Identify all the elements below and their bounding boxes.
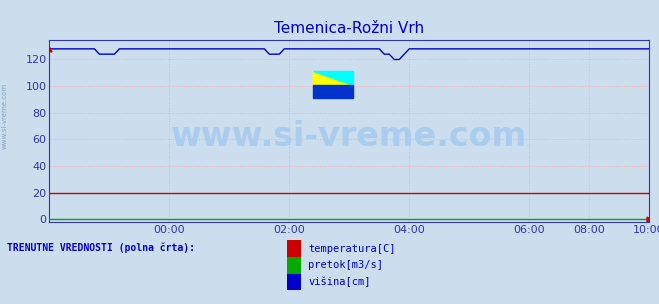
Bar [313,85,353,98]
Polygon shape [313,71,353,85]
Text: višina[cm]: višina[cm] [308,277,371,287]
Text: TRENUTNE VREDNOSTI (polna črta):: TRENUTNE VREDNOSTI (polna črta): [7,242,194,253]
Text: www.si-vreme.com: www.si-vreme.com [171,120,527,153]
Text: pretok[m3/s]: pretok[m3/s] [308,260,384,270]
Polygon shape [313,71,353,85]
Text: temperatura[C]: temperatura[C] [308,244,396,254]
Title: Temenica-Rožni Vrh: Temenica-Rožni Vrh [274,21,424,36]
Text: www.si-vreme.com: www.si-vreme.com [2,82,8,149]
